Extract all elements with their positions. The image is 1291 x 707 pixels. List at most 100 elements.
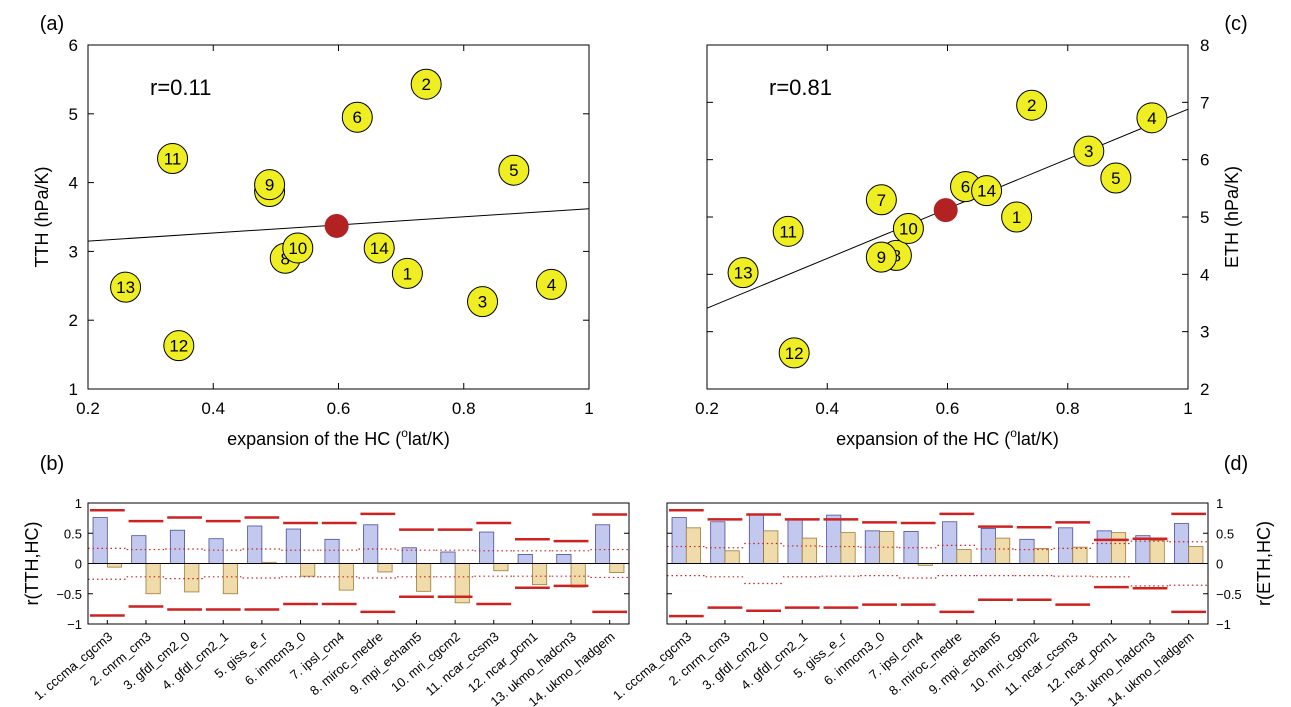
- bar-series-1: [247, 525, 263, 564]
- scatter-panel-1: (c)12345678910111213140.20.40.60.8123456…: [695, 13, 1247, 449]
- bar-series-2: [184, 563, 200, 593]
- model-point-label: 9: [877, 248, 886, 267]
- category-label: 3. gfdl_cm2_0: [699, 629, 771, 693]
- model-point-13: [727, 257, 759, 289]
- bar-series-1: [903, 531, 919, 564]
- model-point-label: 10: [288, 239, 307, 258]
- model-point-2: [410, 68, 442, 100]
- bar-series-2: [570, 563, 586, 588]
- bar-series-2: [724, 550, 740, 564]
- model-point-label: 2: [421, 75, 430, 94]
- x-axis-label: expansion of the HC (olat/K): [836, 426, 1059, 449]
- model-point-label: 9: [265, 176, 274, 195]
- model-point-label: 4: [547, 275, 556, 294]
- bar-series-2: [840, 532, 856, 564]
- panel-letter: (c): [1224, 13, 1247, 35]
- model-point-label: 5: [509, 161, 518, 180]
- x-axis-label-main: expansion of the HC (: [227, 429, 401, 449]
- x-tick-label: 0.4: [815, 399, 839, 418]
- bar-series-2: [300, 563, 316, 577]
- y-tick-label: 4: [69, 174, 78, 193]
- bar-series-2: [995, 537, 1011, 564]
- bar-series-1: [1096, 530, 1112, 564]
- bar-series-1: [1173, 523, 1190, 564]
- ensemble-mean-point: [933, 198, 958, 223]
- y-tick-label: 0.5: [1216, 526, 1234, 541]
- model-point-label: 13: [734, 264, 753, 283]
- bar-series-1: [208, 538, 224, 564]
- x-tick-label: 0.6: [936, 399, 960, 418]
- x-tick-label: 0.6: [327, 399, 351, 418]
- y-tick-label: 4: [1200, 265, 1209, 284]
- y-tick-label: 1: [75, 496, 82, 511]
- bar-series-2: [106, 563, 123, 568]
- model-point-4: [535, 268, 567, 300]
- model-point-label: 11: [164, 150, 182, 169]
- model-point-5: [498, 154, 530, 186]
- x-axis-label: expansion of the HC (olat/K): [227, 426, 450, 449]
- bar-series-1: [517, 554, 533, 564]
- model-point-12: [163, 330, 195, 362]
- category-label: 3. gfdl_cm2_0: [120, 629, 192, 693]
- model-point-label: 3: [478, 293, 487, 312]
- y-axis-label: r(ETH,HC): [1254, 521, 1274, 606]
- bar-series-1: [479, 531, 495, 564]
- y-tick-label: 3: [1200, 323, 1209, 342]
- bar-series-2: [531, 563, 548, 586]
- x-axis-label-tail: lat/K): [408, 429, 450, 449]
- bar-series-2: [879, 531, 895, 564]
- bar-series-1: [556, 554, 572, 564]
- y-axis-label: r(TTH,HC): [22, 522, 42, 606]
- bar-series-1: [169, 529, 186, 564]
- model-point-label: 4: [1147, 109, 1156, 128]
- panel-letter: (d): [1224, 453, 1248, 475]
- model-point-1: [1001, 201, 1033, 233]
- bar-series-1: [980, 528, 996, 564]
- bar-series-2: [801, 537, 817, 564]
- bar-series-1: [826, 514, 842, 564]
- model-point-label: 1: [1012, 208, 1021, 227]
- y-tick-label: 1: [1216, 496, 1223, 511]
- y-tick-label: 5: [69, 105, 78, 124]
- bar-series-1: [787, 518, 803, 564]
- model-point-3: [467, 286, 499, 318]
- model-point-5: [1100, 162, 1132, 194]
- x-axis-label-sup: o: [1010, 426, 1017, 440]
- model-point-14: [971, 175, 1003, 207]
- x-tick-label: 0.2: [76, 399, 100, 418]
- model-point-14: [363, 232, 395, 264]
- y-tick-label: 6: [1200, 151, 1209, 170]
- bar-series-1: [440, 551, 456, 564]
- bar-series-1: [748, 514, 765, 564]
- bar-series-1: [1019, 538, 1035, 564]
- bar-series-2: [145, 563, 161, 595]
- model-point-label: 11: [779, 222, 797, 241]
- model-point-2: [1016, 89, 1048, 121]
- y-tick-label: 1: [69, 380, 78, 399]
- y-tick-label: −1: [67, 617, 82, 632]
- model-point-label: 7: [877, 191, 886, 210]
- panel-letter: (a): [40, 13, 64, 35]
- y-tick-label: 2: [69, 311, 78, 330]
- category-label: 4. gfdl_cm2_1: [738, 629, 810, 693]
- model-point-6: [341, 101, 373, 133]
- y-tick-label: 7: [1200, 93, 1209, 112]
- bar-series-1: [363, 524, 379, 564]
- model-point-label: 3: [1084, 142, 1093, 161]
- y-tick-label: 6: [69, 36, 78, 55]
- model-point-label: 6: [961, 178, 970, 197]
- bar-series-1: [671, 517, 687, 564]
- bar-series-1: [710, 521, 726, 564]
- model-point-9: [865, 241, 897, 273]
- bar-series-2: [377, 563, 393, 573]
- bar-series-1: [401, 547, 417, 564]
- bar-series-2: [1072, 546, 1088, 564]
- model-point-label: 6: [353, 108, 362, 127]
- x-tick-label: 1: [584, 399, 593, 418]
- x-tick-label: 1: [1183, 399, 1192, 418]
- y-tick-label: 2: [1200, 380, 1209, 399]
- model-point-label: 14: [370, 239, 389, 258]
- y-tick-label: 0: [1216, 557, 1223, 572]
